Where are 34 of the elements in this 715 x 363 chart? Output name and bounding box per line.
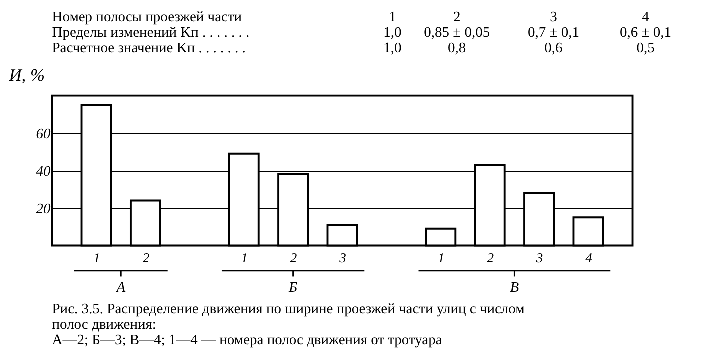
text: 1 (389, 9, 396, 26)
text: 2 (453, 9, 461, 26)
text: Рис. 3.5. Распределение движения по ширине проезжей части улиц с числом (52, 301, 525, 318)
x-tick-label: 3 (338, 250, 347, 266)
text: 1,0 (384, 40, 402, 56)
y-tick-label: 60 (36, 126, 52, 143)
text: 0,6 ± 0,1 (620, 24, 672, 41)
text: А (116, 280, 126, 296)
text: В (510, 280, 520, 296)
text: Пределы изменений Kп . . . . . . . (52, 24, 250, 41)
x-tick-label: 1 (241, 250, 248, 266)
x-tick-label: 1 (438, 250, 445, 266)
x-tick-label: 2 (487, 250, 494, 266)
text: 0,85 ± 0,05 (424, 24, 490, 41)
text: 4 (642, 9, 650, 26)
y-tick-label: 20 (36, 202, 52, 218)
text: полос движения: (52, 317, 156, 334)
x-tick-label: 3 (535, 250, 544, 266)
text: 1,0 (384, 24, 402, 41)
x-tick-label: 1 (94, 250, 100, 266)
x-tick-label: 2 (290, 250, 298, 266)
text: 0,5 (636, 40, 655, 56)
text: Номер полосы проезжей части (52, 9, 242, 26)
text: А—2; Б—3; В—4; 1—4 — номера полос движения от тротуара (52, 332, 443, 349)
text: 0,8 (448, 40, 466, 56)
y-axis-title: И, % (8, 64, 45, 85)
text: 0,7 ± 0,1 (528, 24, 580, 41)
text: Расчетное значение Kп . . . . . . . (52, 40, 246, 56)
text: Б (288, 280, 298, 296)
x-tick-label: 2 (142, 250, 150, 266)
x-tick-label: 4 (586, 250, 593, 266)
y-tick-label: 40 (36, 164, 52, 180)
text: 0,6 (544, 40, 563, 56)
text: 3 (550, 9, 558, 26)
